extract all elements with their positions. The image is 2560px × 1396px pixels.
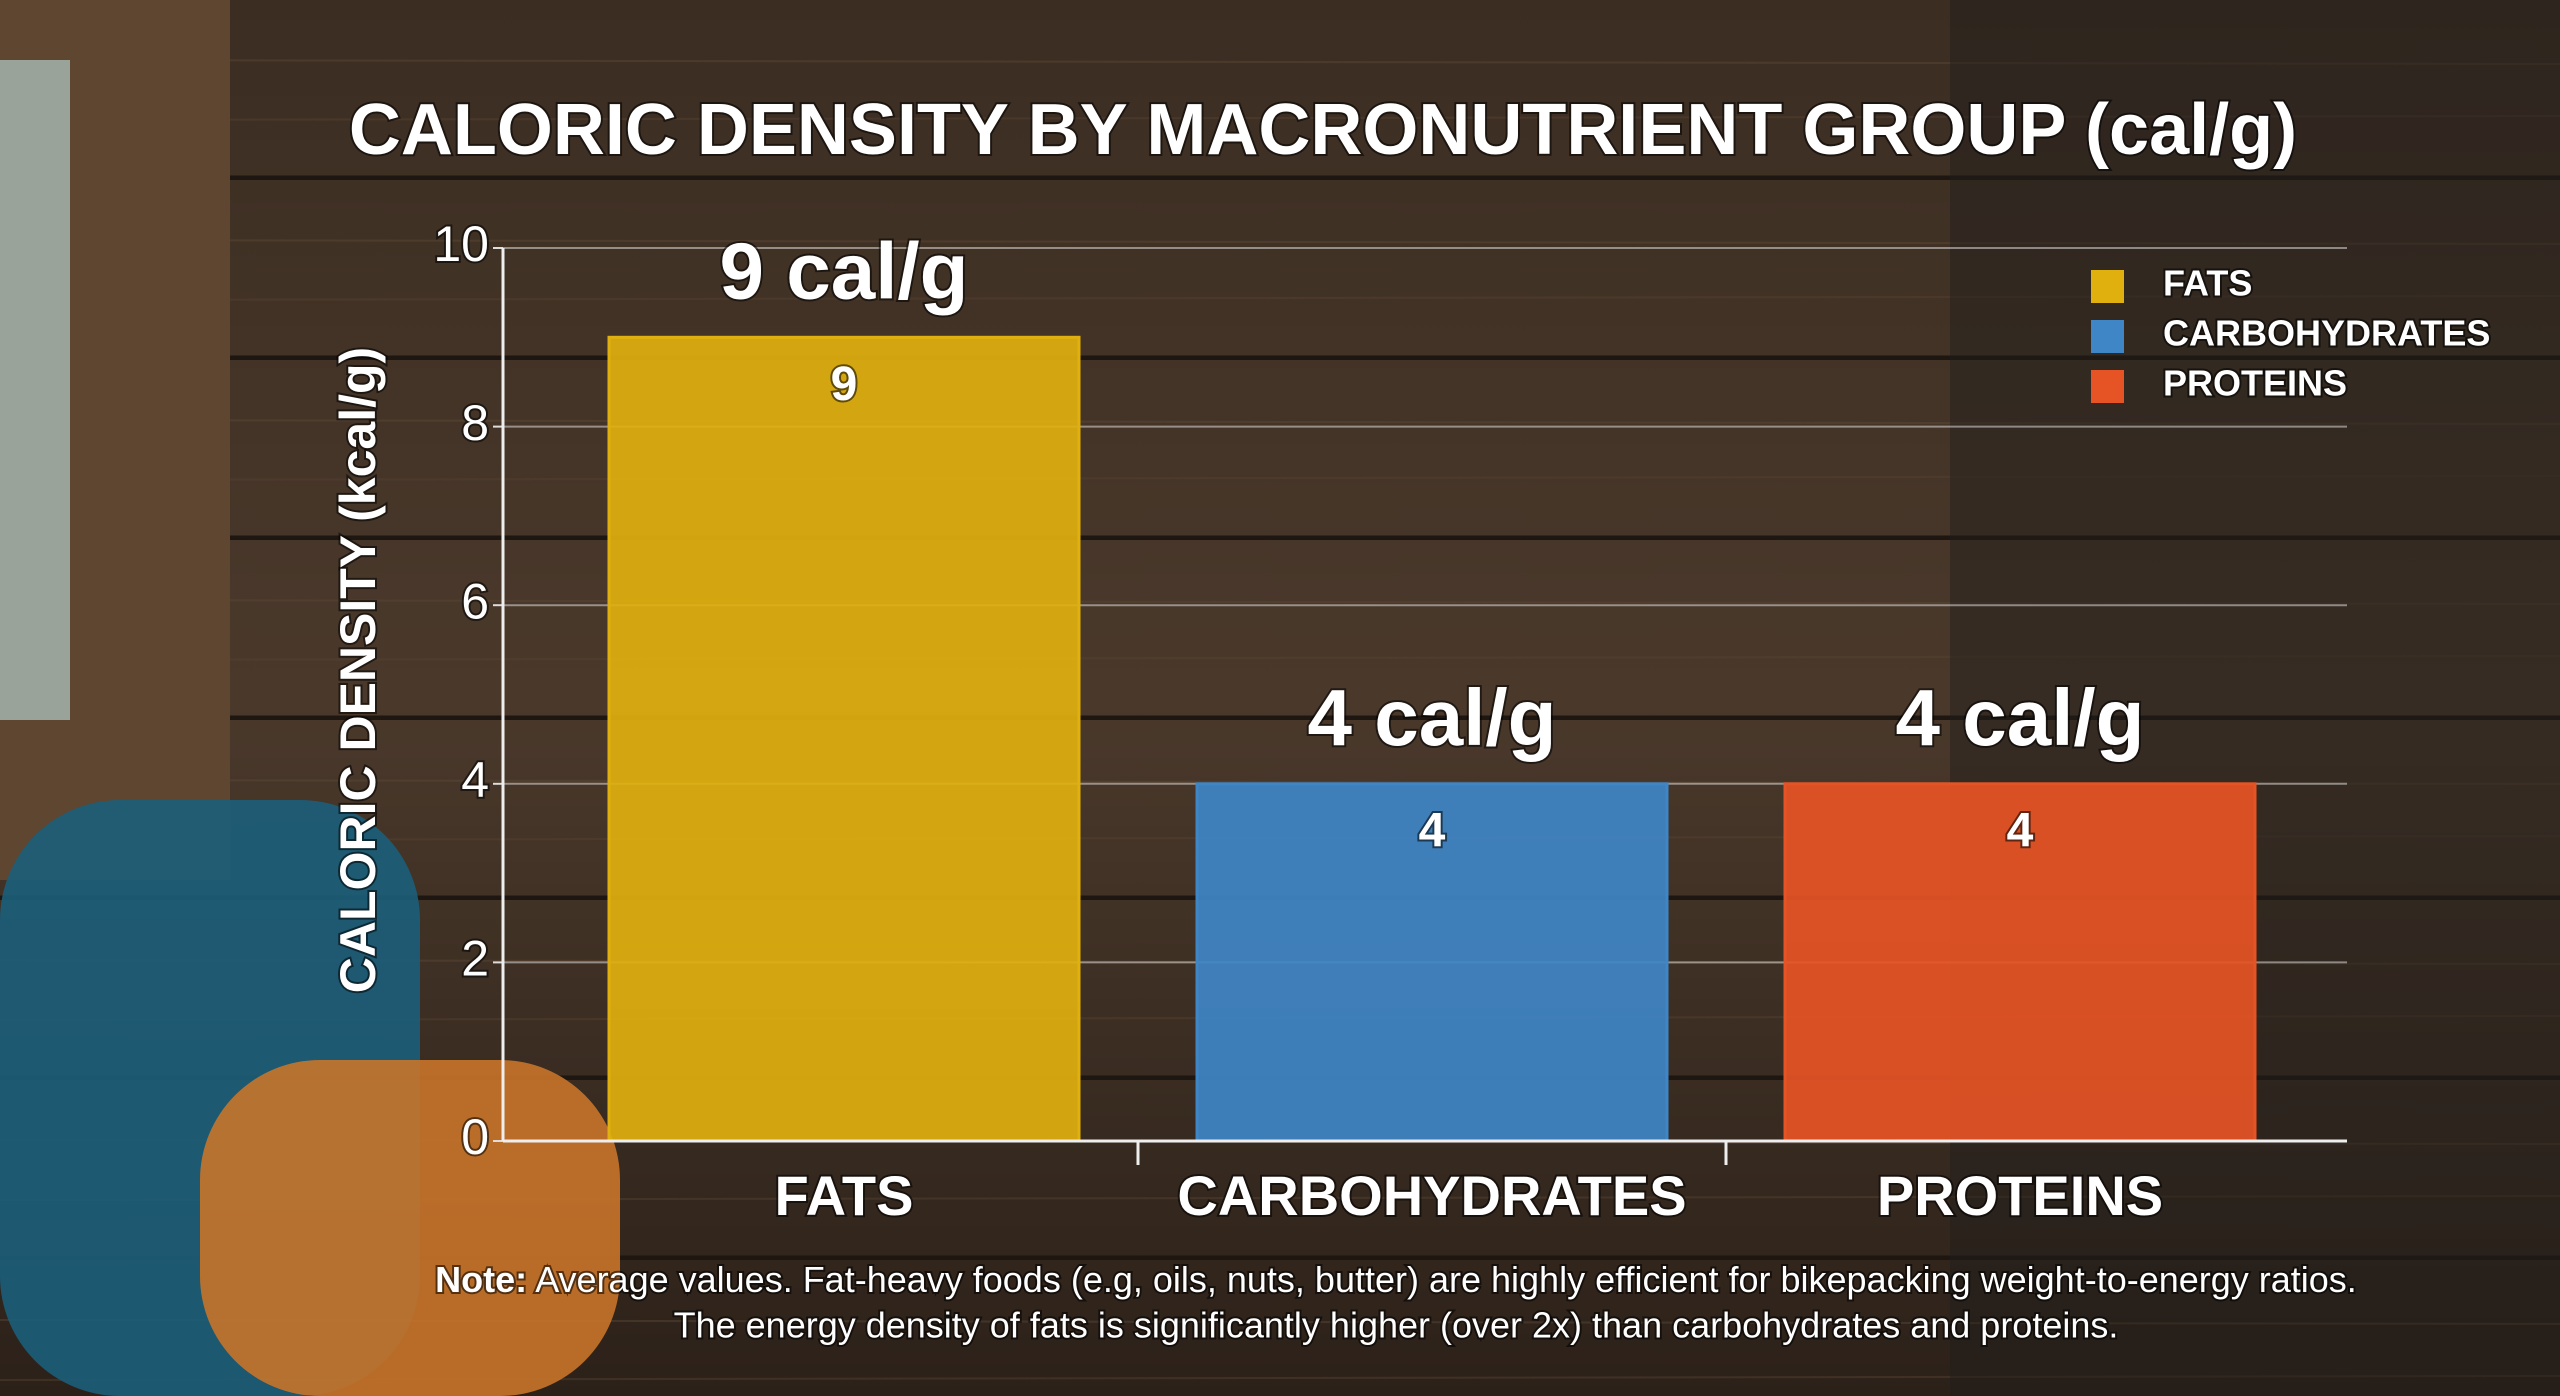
bar-inner-label: 9 [831,358,858,411]
bar [1783,782,2257,1143]
bar [1195,782,1669,1143]
window [0,60,70,720]
y-tick-label: 6 [461,573,489,629]
note-label: Note: [435,1259,527,1300]
x-tick-label: CARBOHYDRATES [1177,1164,1686,1227]
y-tick-label: 10 [433,216,489,272]
x-tick-label: FATS [775,1164,914,1227]
y-tick-label: 0 [461,1109,489,1165]
bar [607,335,1081,1143]
bike-frame-area [1950,0,2560,1396]
y-tick-label: 4 [461,752,489,808]
y-tick-label: 8 [461,395,489,451]
legend-label: CARBOHYDRATES [2163,313,2490,354]
y-tick-label: 2 [461,931,489,987]
legend-label: FATS [2163,263,2252,304]
chart-title: CALORIC DENSITY BY MACRONUTRIENT GROUP (… [349,90,2297,170]
value-label: 4 cal/g [1307,673,1556,762]
y-axis-label: CALORIC DENSITY (kcal/g) [330,347,386,993]
bar-inner-label: 4 [2007,804,2034,857]
stuff-sack [200,1060,620,1396]
note-line: The energy density of fats is significan… [674,1305,2119,1346]
value-label: 9 cal/g [719,226,968,315]
value-label: 4 cal/g [1895,673,2144,762]
bar-inner-label: 4 [1419,804,1446,857]
x-tick-label: PROTEINS [1877,1164,2163,1227]
legend-label: PROTEINS [2163,363,2347,404]
legend-swatch [2091,370,2124,403]
note-line: Note: Average values. Fat-heavy foods (e… [435,1259,2357,1300]
note: Note: Average values. Fat-heavy foods (e… [433,1257,2359,1348]
note-text: Average values. Fat-heavy foods (e.g, oi… [535,1259,2357,1300]
legend-swatch [2091,270,2124,303]
legend-swatch [2091,320,2124,353]
